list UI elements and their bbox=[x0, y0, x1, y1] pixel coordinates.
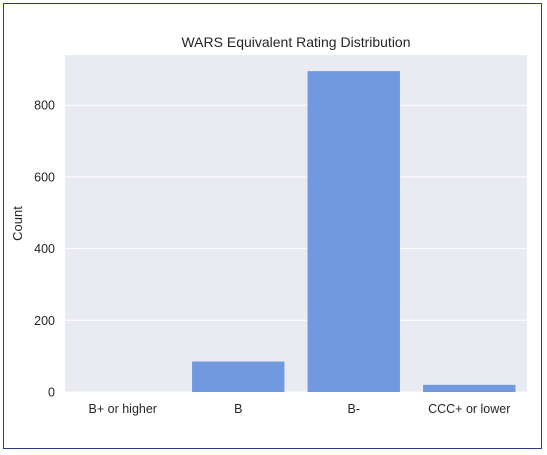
x-tick-label: B- bbox=[348, 402, 361, 416]
plot-area bbox=[65, 55, 527, 392]
y-tick-label: 200 bbox=[34, 314, 55, 328]
chart-title: WARS Equivalent Rating Distribution bbox=[181, 34, 410, 50]
y-tick-label: 400 bbox=[34, 242, 55, 256]
y-tick-labels: 0 200 400 600 800 bbox=[34, 99, 55, 400]
x-tick-labels: B+ or higher B B- CCC+ or lower bbox=[89, 402, 511, 416]
gridlines bbox=[65, 104, 527, 393]
bar bbox=[423, 384, 516, 392]
y-tick-label: 800 bbox=[34, 99, 55, 113]
y-axis-label: Count bbox=[10, 206, 25, 241]
y-tick-label: 0 bbox=[48, 386, 55, 400]
bars bbox=[192, 71, 516, 392]
x-tick-label: CCC+ or lower bbox=[428, 402, 510, 416]
y-tick-label: 600 bbox=[34, 170, 55, 184]
x-tick-label: B+ or higher bbox=[89, 402, 157, 416]
bar bbox=[192, 361, 285, 392]
x-tick-label: B bbox=[234, 402, 242, 416]
bar bbox=[307, 71, 400, 392]
